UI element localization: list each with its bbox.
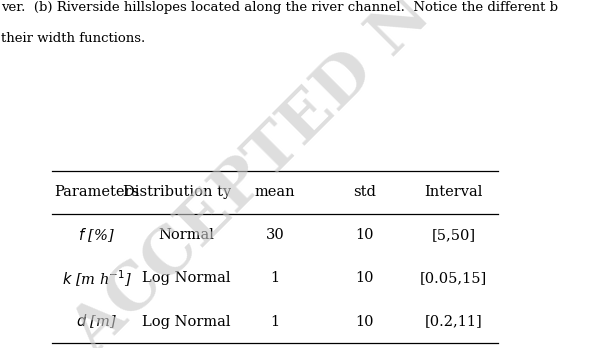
Text: ACCEPTED N: ACCEPTED N (61, 0, 444, 348)
Text: their width functions.: their width functions. (1, 32, 145, 46)
Text: ver.  (b) Riverside hillslopes located along the river channel.  Notice the diff: ver. (b) Riverside hillslopes located al… (1, 1, 558, 14)
